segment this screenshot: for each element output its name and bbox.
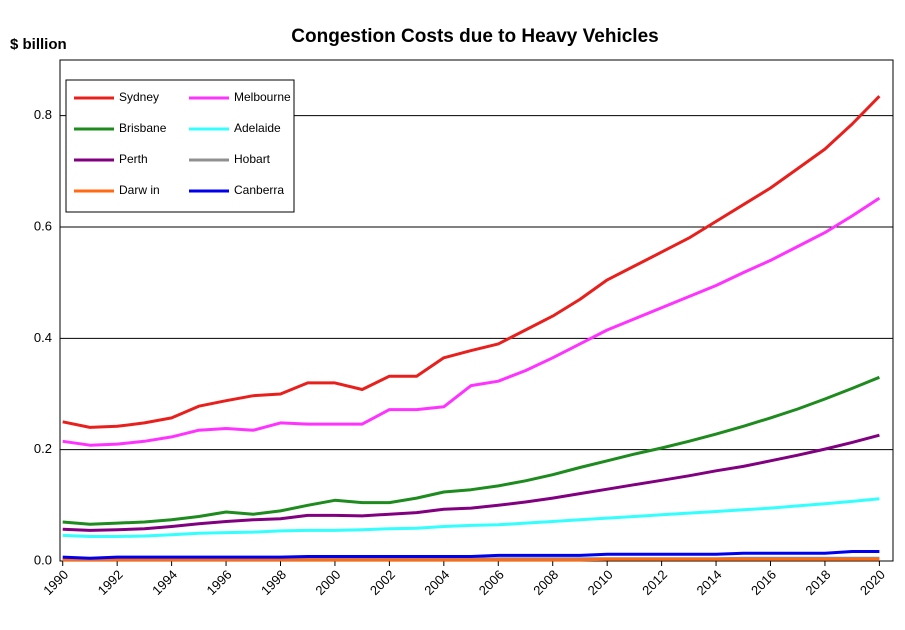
legend-label: Darw in <box>119 183 160 197</box>
y-tick-label: 0.8 <box>34 107 52 122</box>
legend-label: Perth <box>119 152 148 166</box>
series-line <box>62 550 880 560</box>
y-tick-label: 0.0 <box>34 552 52 567</box>
series-line <box>62 196 881 447</box>
legend-label: Hobart <box>234 152 271 166</box>
series-line <box>62 497 880 538</box>
legend-label: Sydney <box>119 90 159 104</box>
legend-label: Brisbane <box>119 121 167 135</box>
y-tick-label: 0.4 <box>34 330 52 345</box>
series-line <box>62 375 880 526</box>
y-tick-label: 0.2 <box>34 441 52 456</box>
series-line <box>62 557 880 562</box>
chart-title: Congestion Costs due to Heavy Vehicles <box>291 26 658 47</box>
legend-label: Melbourne <box>234 90 291 104</box>
y-axis-label: $ billion <box>10 36 67 53</box>
legend-label: Canberra <box>234 183 284 197</box>
y-tick-label: 0.6 <box>34 218 52 233</box>
legend-label: Adelaide <box>234 121 281 135</box>
series-line <box>62 95 881 429</box>
series-line <box>62 433 880 532</box>
